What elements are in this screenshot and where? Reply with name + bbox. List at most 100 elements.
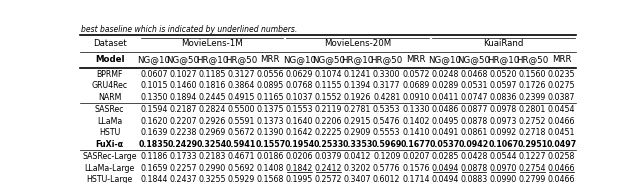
Text: 0.0494: 0.0494 <box>431 175 459 183</box>
Text: 0.1640: 0.1640 <box>285 117 313 126</box>
Text: 0.2225: 0.2225 <box>315 128 342 137</box>
Text: 0.1067: 0.1067 <box>488 140 518 149</box>
Text: 0.0747: 0.0747 <box>460 93 488 102</box>
Text: HSTU-Large: HSTU-Large <box>86 175 132 183</box>
Text: 0.1576: 0.1576 <box>402 164 429 173</box>
Text: NG@50: NG@50 <box>166 55 200 64</box>
Text: 0.0411: 0.0411 <box>431 93 459 102</box>
Text: 0.1410: 0.1410 <box>402 128 429 137</box>
Text: 0.3254: 0.3254 <box>197 140 227 149</box>
Text: 0.3407: 0.3407 <box>344 175 371 183</box>
Text: 0.2445: 0.2445 <box>198 93 226 102</box>
Text: 0.1241: 0.1241 <box>344 70 371 79</box>
Text: 0.1375: 0.1375 <box>257 105 284 114</box>
Text: 0.0206: 0.0206 <box>285 152 313 161</box>
Text: 0.0468: 0.0468 <box>460 70 488 79</box>
Text: 0.0466: 0.0466 <box>548 117 575 126</box>
Text: 0.0992: 0.0992 <box>490 128 517 137</box>
Text: Model: Model <box>95 55 124 64</box>
Text: 0.2915: 0.2915 <box>344 117 371 126</box>
Text: 0.0495: 0.0495 <box>431 117 459 126</box>
Text: 0.2781: 0.2781 <box>344 105 371 114</box>
Text: NG@10: NG@10 <box>283 55 316 64</box>
Text: 0.0186: 0.0186 <box>257 152 284 161</box>
Text: 0.1568: 0.1568 <box>257 175 284 183</box>
Text: NARM: NARM <box>98 93 122 102</box>
Text: 0.1373: 0.1373 <box>257 117 284 126</box>
Text: 0.1227: 0.1227 <box>518 152 546 161</box>
Text: KuaiRand: KuaiRand <box>483 39 524 48</box>
Text: MRR: MRR <box>552 55 571 64</box>
Text: 0.1816: 0.1816 <box>198 81 226 90</box>
Text: 0.2183: 0.2183 <box>198 152 226 161</box>
Text: HR@10: HR@10 <box>342 55 374 64</box>
Text: 0.2437: 0.2437 <box>169 175 196 183</box>
Text: HR@10: HR@10 <box>196 55 228 64</box>
Text: NG@50: NG@50 <box>312 55 345 64</box>
Text: 0.2206: 0.2206 <box>315 117 342 126</box>
Text: NG@10: NG@10 <box>138 55 170 64</box>
Text: MovieLens-20M: MovieLens-20M <box>324 39 391 48</box>
Text: 0.1926: 0.1926 <box>344 93 371 102</box>
Text: 0.0520: 0.0520 <box>490 70 517 79</box>
Text: 0.2799: 0.2799 <box>518 175 546 183</box>
Text: 0.1552: 0.1552 <box>315 93 342 102</box>
Text: 0.1835: 0.1835 <box>139 140 169 149</box>
Text: 0.5500: 0.5500 <box>227 105 255 114</box>
Text: 0.3353: 0.3353 <box>342 140 372 149</box>
Text: 0.2119: 0.2119 <box>315 105 342 114</box>
Text: 0.1390: 0.1390 <box>257 128 284 137</box>
Text: 0.0861: 0.0861 <box>460 128 488 137</box>
Text: 0.0379: 0.0379 <box>315 152 342 161</box>
Text: 0.2399: 0.2399 <box>518 93 546 102</box>
Text: 0.5672: 0.5672 <box>227 128 255 137</box>
Text: 0.1155: 0.1155 <box>315 81 342 90</box>
Text: 0.2572: 0.2572 <box>315 175 342 183</box>
Text: LLaMa-Large: LLaMa-Large <box>84 164 135 173</box>
Text: 0.0207: 0.0207 <box>402 152 429 161</box>
Text: 0.5692: 0.5692 <box>227 164 255 173</box>
Text: 0.0494: 0.0494 <box>431 164 459 173</box>
Text: 0.0973: 0.0973 <box>490 117 517 126</box>
Text: 0.3127: 0.3127 <box>227 70 255 79</box>
Text: 0.1726: 0.1726 <box>518 81 546 90</box>
Text: 0.0910: 0.0910 <box>402 93 429 102</box>
Text: 0.0878: 0.0878 <box>460 117 488 126</box>
Text: 0.5776: 0.5776 <box>373 164 401 173</box>
Text: 0.1553: 0.1553 <box>285 105 313 114</box>
Text: 0.0629: 0.0629 <box>285 70 313 79</box>
Text: 0.0387: 0.0387 <box>548 93 575 102</box>
Text: 0.0235: 0.0235 <box>548 70 575 79</box>
Text: 0.1037: 0.1037 <box>285 93 313 102</box>
Text: 0.4915: 0.4915 <box>227 93 255 102</box>
Text: 0.0895: 0.0895 <box>257 81 284 90</box>
Text: 0.0428: 0.0428 <box>460 152 488 161</box>
Text: 0.1844: 0.1844 <box>140 175 168 183</box>
Text: 0.5941: 0.5941 <box>226 140 256 149</box>
Text: FuXi-α: FuXi-α <box>95 140 124 149</box>
Text: 0.2801: 0.2801 <box>518 105 546 114</box>
Text: 0.0597: 0.0597 <box>490 81 517 90</box>
Text: 0.0451: 0.0451 <box>548 128 575 137</box>
Text: 0.0289: 0.0289 <box>431 81 459 90</box>
Text: SASRec: SASRec <box>95 105 124 114</box>
Text: 0.2969: 0.2969 <box>198 128 226 137</box>
Text: HR@50: HR@50 <box>371 55 403 64</box>
Text: 0.1186: 0.1186 <box>140 152 168 161</box>
Text: HR@50: HR@50 <box>516 55 548 64</box>
Text: 0.0544: 0.0544 <box>490 152 517 161</box>
Text: 0.0491: 0.0491 <box>431 128 459 137</box>
Text: 0.1209: 0.1209 <box>373 152 401 161</box>
Text: 0.0768: 0.0768 <box>285 81 313 90</box>
Text: 0.5929: 0.5929 <box>227 175 255 183</box>
Text: HR@10: HR@10 <box>487 55 519 64</box>
Text: 0.0572: 0.0572 <box>402 70 429 79</box>
Text: 0.0497: 0.0497 <box>547 140 577 149</box>
Text: 0.1074: 0.1074 <box>315 70 342 79</box>
Text: 0.3864: 0.3864 <box>227 81 255 90</box>
Text: 0.1408: 0.1408 <box>257 164 284 173</box>
Text: Dataset: Dataset <box>93 39 127 48</box>
Text: 0.2257: 0.2257 <box>169 164 196 173</box>
Text: NG@10: NG@10 <box>428 55 461 64</box>
Text: 0.1733: 0.1733 <box>169 152 196 161</box>
